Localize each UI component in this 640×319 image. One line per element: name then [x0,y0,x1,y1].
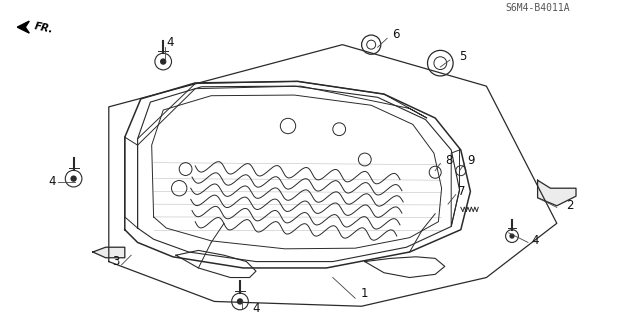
Circle shape [71,176,76,181]
Text: S6M4-B4011A: S6M4-B4011A [505,3,570,13]
Text: 4: 4 [166,36,174,48]
Text: 1: 1 [360,287,368,300]
Polygon shape [93,247,125,258]
Text: 4: 4 [253,302,260,315]
Text: 2: 2 [566,199,574,212]
Polygon shape [538,180,576,206]
Text: 4: 4 [48,175,56,188]
Text: 8: 8 [445,154,452,167]
Text: 3: 3 [112,255,120,268]
Polygon shape [17,21,29,33]
Text: 7: 7 [458,185,466,198]
Text: 5: 5 [460,50,467,63]
Circle shape [510,234,514,238]
Text: 4: 4 [531,234,539,247]
Circle shape [161,59,166,64]
Text: 9: 9 [467,154,475,167]
Circle shape [237,299,243,304]
Text: 6: 6 [392,28,399,41]
Text: FR.: FR. [33,21,54,35]
